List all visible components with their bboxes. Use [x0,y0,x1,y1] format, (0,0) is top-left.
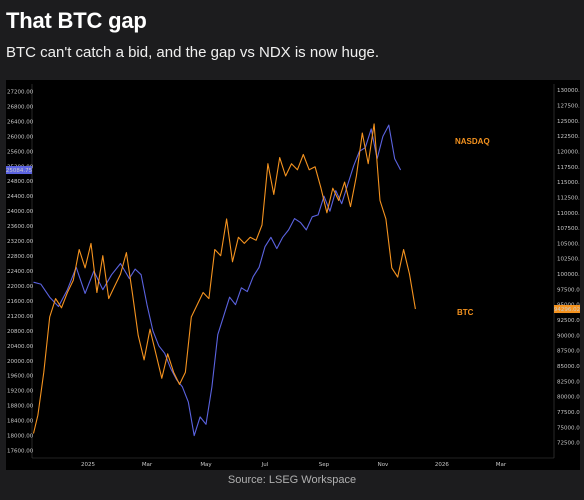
right-tick-label: 105000.00 [557,241,580,247]
right-tick-label: 92500.00 [557,318,580,324]
left-tick-label: 24000.00 [7,209,34,215]
x-tick-label: 2026 [435,462,449,468]
right-tick-label: 112500.00 [557,195,580,201]
left-tick-label: 26400.00 [7,119,34,125]
left-tick-label: 21600.00 [7,299,34,305]
right-tick-label: 125000.00 [557,119,580,125]
right-tick-label: 102500.00 [557,257,580,263]
left-tick-label: 18800.00 [7,404,34,410]
left-tick-label: 23600.00 [7,224,34,230]
right-tick-label: 80000.00 [557,395,580,401]
right-tick-label: 122500.00 [557,134,580,140]
plot-background [6,80,580,470]
x-tick-label: Mar [142,462,153,468]
right-tick-label: 117500.00 [557,165,580,171]
right-tick-label: 97500.00 [557,287,580,293]
x-tick-label: May [200,462,212,468]
right-tick-label: 72500.00 [557,441,580,447]
x-tick-label: Mar [496,462,507,468]
left-tick-label: 23200.00 [7,239,34,245]
x-tick-label: Jul [261,462,269,468]
right-tick-label: 85000.00 [557,364,580,370]
left-tick-label: 17600.00 [7,449,34,455]
series-line-btc [32,123,416,434]
right-tick-label: 110000.00 [557,211,580,217]
last-value-label-btc: 94296.02 [554,307,580,313]
chart-title: That BTC gap [6,8,147,33]
left-tick-label: 20000.00 [7,359,34,365]
x-tick-label: Nov [378,462,389,468]
right-tick-label: 130000.00 [557,88,580,94]
last-value-label-nasdaq: 25084.75 [6,168,33,174]
right-tick-label: 77500.00 [557,410,580,416]
left-tick-label: 19600.00 [7,374,34,380]
x-tick-label: Sep [319,462,330,468]
right-tick-label: 127500.00 [557,103,580,109]
left-tick-label: 24400.00 [7,194,34,200]
left-tick-label: 27200.00 [7,89,34,95]
series-label-nasdaq: NASDAQ [455,137,490,146]
left-tick-label: 19200.00 [7,389,34,395]
right-tick-label: 120000.00 [557,149,580,155]
left-tick-label: 18000.00 [7,434,34,440]
right-tick-label: 115000.00 [557,180,580,186]
last-value-marker-nasdaq [6,166,32,175]
right-tick-label: 90000.00 [557,333,580,339]
left-tick-label: 20800.00 [7,329,34,335]
right-tick-label: 107500.00 [557,226,580,232]
left-tick-label: 20400.00 [7,344,34,350]
right-tick-label: 100000.00 [557,272,580,278]
left-tick-label: 22400.00 [7,269,34,275]
left-tick-label: 22000.00 [7,284,34,290]
left-tick-label: 22800.00 [7,254,34,260]
right-tick-label: 87500.00 [557,349,580,355]
labels-layer: 25084.75 94296.02 NASDAQ BTC [6,137,580,317]
series-label-btc: BTC [457,308,474,317]
left-tick-label: 18400.00 [7,419,34,425]
left-tick-label: 26800.00 [7,104,34,110]
chart-svg: 17600.00 18000.00 18400.00 18800.00 19200.00… [6,80,580,470]
x-tick-label: 2025 [81,462,95,468]
right-tick-label: 82500.00 [557,379,580,385]
chart-subtitle: BTC can't catch a bid, and the gap vs ND… [6,44,380,61]
chart-area: 17600.00 18000.00 18400.00 18800.00 19200.00… [6,80,580,470]
source-note: Source: LSEG Workspace [227,474,357,486]
right-tick-label: 75000.00 [557,425,580,431]
left-tick-label: 24800.00 [7,179,34,185]
left-tick-label: 21200.00 [7,314,34,320]
x-axis-ticks: 2025 Mar May Jul Sep Nov 2026 Mar [81,462,507,468]
last-value-marker-btc [554,305,580,314]
series-layer [32,123,416,437]
series-line-nasdaq [33,124,402,437]
left-tick-label: 26000.00 [7,134,34,140]
left-tick-label: 25600.00 [7,149,34,155]
